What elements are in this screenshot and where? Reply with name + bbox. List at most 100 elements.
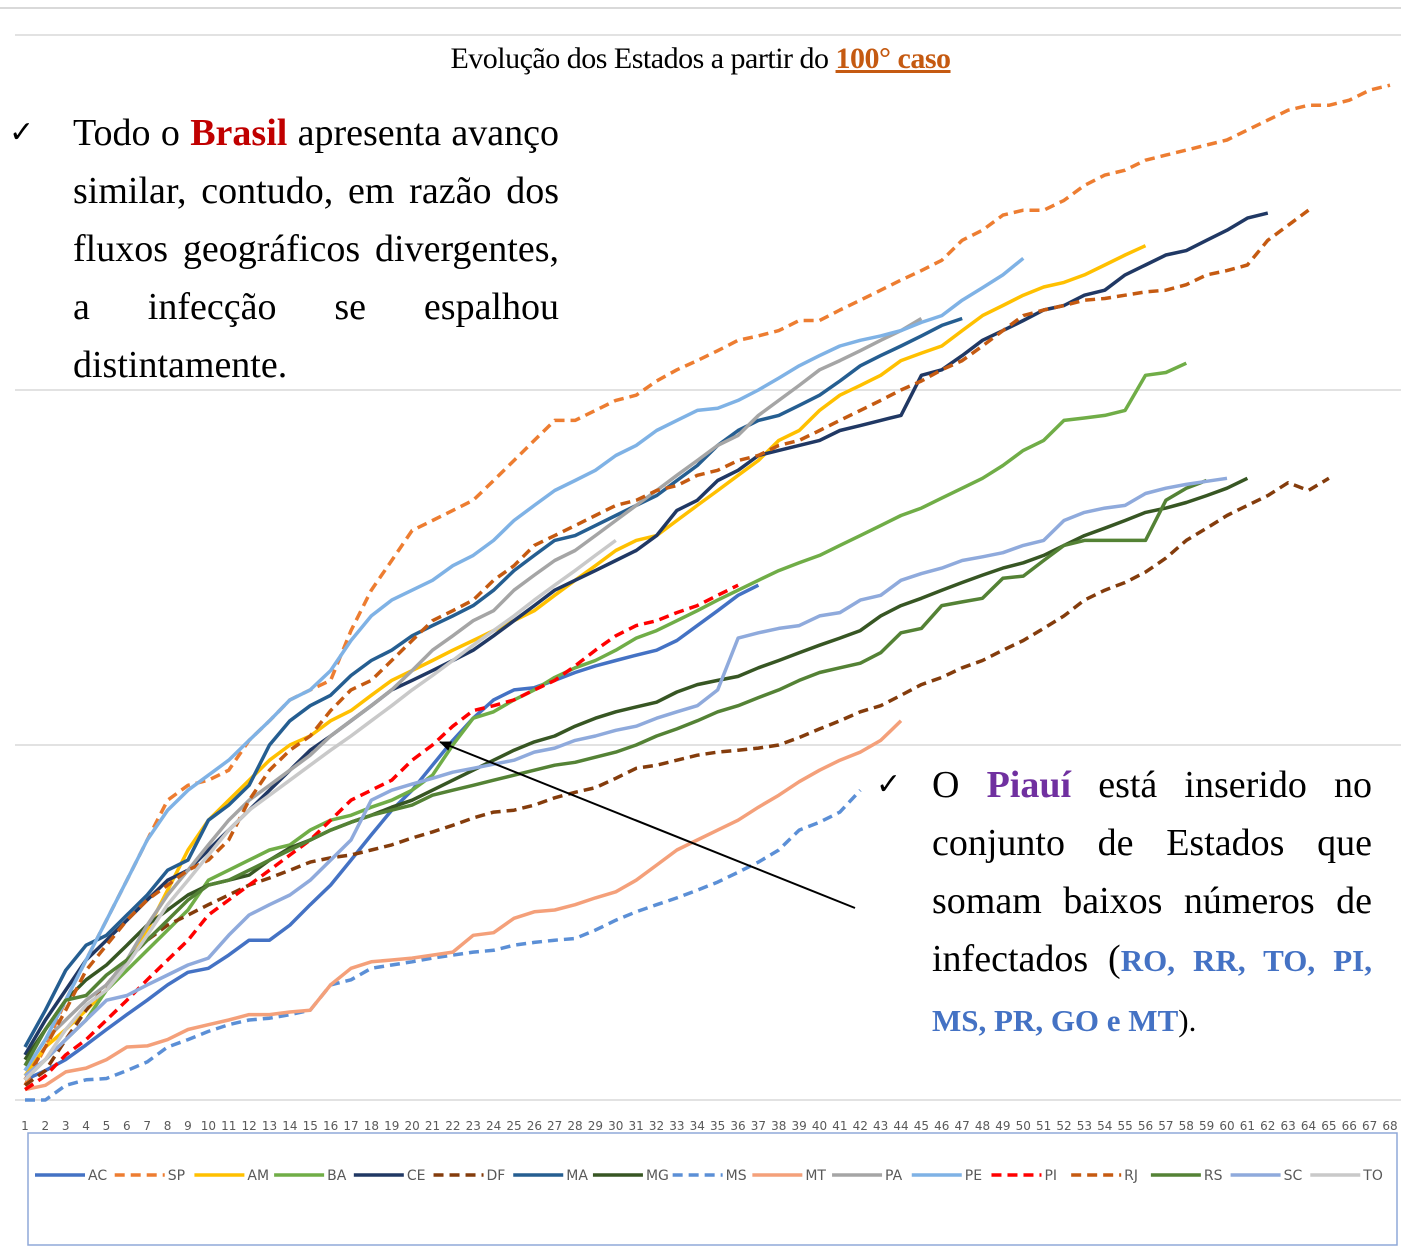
x-tick-label: 31: [629, 1119, 644, 1133]
x-tick-label: 18: [364, 1119, 379, 1133]
x-tick-label: 38: [771, 1119, 786, 1133]
annotation-text: Todo o: [73, 112, 191, 154]
x-tick-label: 63: [1280, 1119, 1295, 1133]
x-tick-label: 35: [710, 1119, 725, 1133]
legend-label: MA: [566, 1168, 588, 1184]
x-tick-label: 8: [164, 1119, 172, 1133]
annotation-emphasis: Piauí: [986, 764, 1072, 806]
legend-label: AC: [88, 1168, 107, 1184]
x-tick-label: 41: [832, 1119, 847, 1133]
x-tick-label: 39: [792, 1119, 807, 1133]
x-tick-label: 51: [1036, 1119, 1051, 1133]
x-tick-label: 50: [1016, 1119, 1031, 1133]
x-tick-label: 20: [404, 1119, 419, 1133]
x-tick-label: 10: [201, 1119, 216, 1133]
legend-label: RS: [1204, 1168, 1223, 1184]
legend-label: DF: [487, 1168, 506, 1184]
series-line: [23, 361, 1188, 1082]
legend: AC SP AM BA CE DF MA MG MS MT PA PE PI RJ RS SC TO: [35, 1168, 1383, 1184]
x-tick-label: 16: [323, 1119, 338, 1133]
annotation-states: RO, RR, TO, PI, MS, PR, GO e MT: [932, 943, 1372, 1038]
x-tick-label: 4: [82, 1119, 90, 1133]
x-tick-label: 19: [384, 1119, 399, 1133]
legend-label: MG: [646, 1168, 669, 1184]
x-tick-label: 11: [221, 1119, 236, 1133]
title-text: Evolução dos Estados a partir do: [450, 42, 829, 75]
x-tick-label: 56: [1138, 1119, 1153, 1133]
annotation-text: ).: [1178, 1003, 1197, 1038]
x-tick-label: 40: [812, 1119, 827, 1133]
x-tick-label: 64: [1301, 1119, 1316, 1133]
chart-title: Evolução dos Estados a partir do 100° ca…: [0, 42, 1401, 76]
legend-label: CE: [407, 1168, 426, 1184]
arrow: [439, 741, 856, 909]
annotation-text: apresenta avanço similar, contudo, em ra…: [73, 112, 559, 386]
legend-label: AM: [247, 1168, 269, 1184]
x-tick-label: 15: [303, 1119, 318, 1133]
x-tick-label: 29: [588, 1119, 603, 1133]
x-tick-label: 58: [1179, 1119, 1194, 1133]
x-tick-label: 49: [995, 1119, 1010, 1133]
x-tick-label: 12: [241, 1119, 256, 1133]
x-tick-label: 57: [1158, 1119, 1173, 1133]
x-tick-label: 68: [1382, 1119, 1397, 1133]
x-tick-label: 37: [751, 1119, 766, 1133]
x-tick-label: 27: [547, 1119, 562, 1133]
series-line: [23, 83, 1391, 1087]
x-tick-label: 22: [445, 1119, 460, 1133]
x-tick-label: 34: [690, 1119, 705, 1133]
x-tick-label: 52: [1056, 1119, 1071, 1133]
x-tick-label: 42: [853, 1119, 868, 1133]
x-tick-label: 67: [1362, 1119, 1377, 1133]
x-tick-label: 21: [425, 1119, 440, 1133]
x-tick-label: 25: [506, 1119, 521, 1133]
annotation-text: está inserido no conjunto de Estados que…: [932, 764, 1372, 980]
series-line: [23, 538, 617, 1082]
x-tick-label: 28: [567, 1119, 582, 1133]
x-tick-label: 54: [1097, 1119, 1112, 1133]
legend-label: PI: [1044, 1168, 1057, 1184]
legend-label: RJ: [1124, 1168, 1138, 1184]
title-highlight: 100° caso: [835, 42, 952, 75]
x-tick-label: 36: [730, 1119, 745, 1133]
x-tick-label: 62: [1260, 1119, 1275, 1133]
series-line: [24, 719, 903, 1092]
series-line: [25, 789, 862, 1102]
x-tick-label: 5: [103, 1119, 111, 1133]
x-tick-label: 65: [1321, 1119, 1336, 1133]
plot: [23, 83, 1391, 1102]
x-tick-label: 53: [1077, 1119, 1092, 1133]
x-tick-label: 48: [975, 1119, 990, 1133]
series-line: [23, 316, 963, 1048]
x-tick-label: 23: [466, 1119, 481, 1133]
annotation-emphasis: Brasil: [190, 112, 288, 154]
series-line: [23, 476, 1228, 1078]
x-tick-label: 3: [62, 1119, 70, 1133]
legend-box: [27, 1132, 1398, 1246]
x-tick-label: 13: [262, 1119, 277, 1133]
annotation: O Piauí está inserido no conjunto de Est…: [876, 756, 1372, 1050]
series-line: [23, 478, 1208, 1067]
x-tick-label: 7: [143, 1119, 151, 1133]
legend-label: SC: [1284, 1168, 1303, 1184]
x-tick-label: 14: [282, 1119, 297, 1133]
x-tick-label: 30: [608, 1119, 623, 1133]
series-line: [24, 583, 739, 1092]
x-axis: 1 2 3 4 5 6 7 8 9 10 11 12 13 14 15 16 17 18 19 20 21 22 23 24 2…: [21, 1119, 1397, 1133]
x-tick-label: 44: [893, 1119, 908, 1133]
legend-label: MT: [805, 1168, 826, 1184]
x-tick-label: 24: [486, 1119, 501, 1133]
x-tick-label: 9: [184, 1119, 192, 1133]
x-tick-label: 1: [21, 1119, 29, 1133]
series-line: [23, 256, 1025, 1072]
x-tick-label: 32: [649, 1119, 664, 1133]
legend-label: PE: [965, 1168, 982, 1184]
x-tick-label: 46: [934, 1119, 949, 1133]
x-tick-label: 47: [955, 1119, 970, 1133]
x-tick-label: 45: [914, 1119, 929, 1133]
legend-label: BA: [327, 1168, 347, 1184]
x-tick-label: 66: [1342, 1119, 1357, 1133]
legend-label: TO: [1362, 1168, 1383, 1184]
